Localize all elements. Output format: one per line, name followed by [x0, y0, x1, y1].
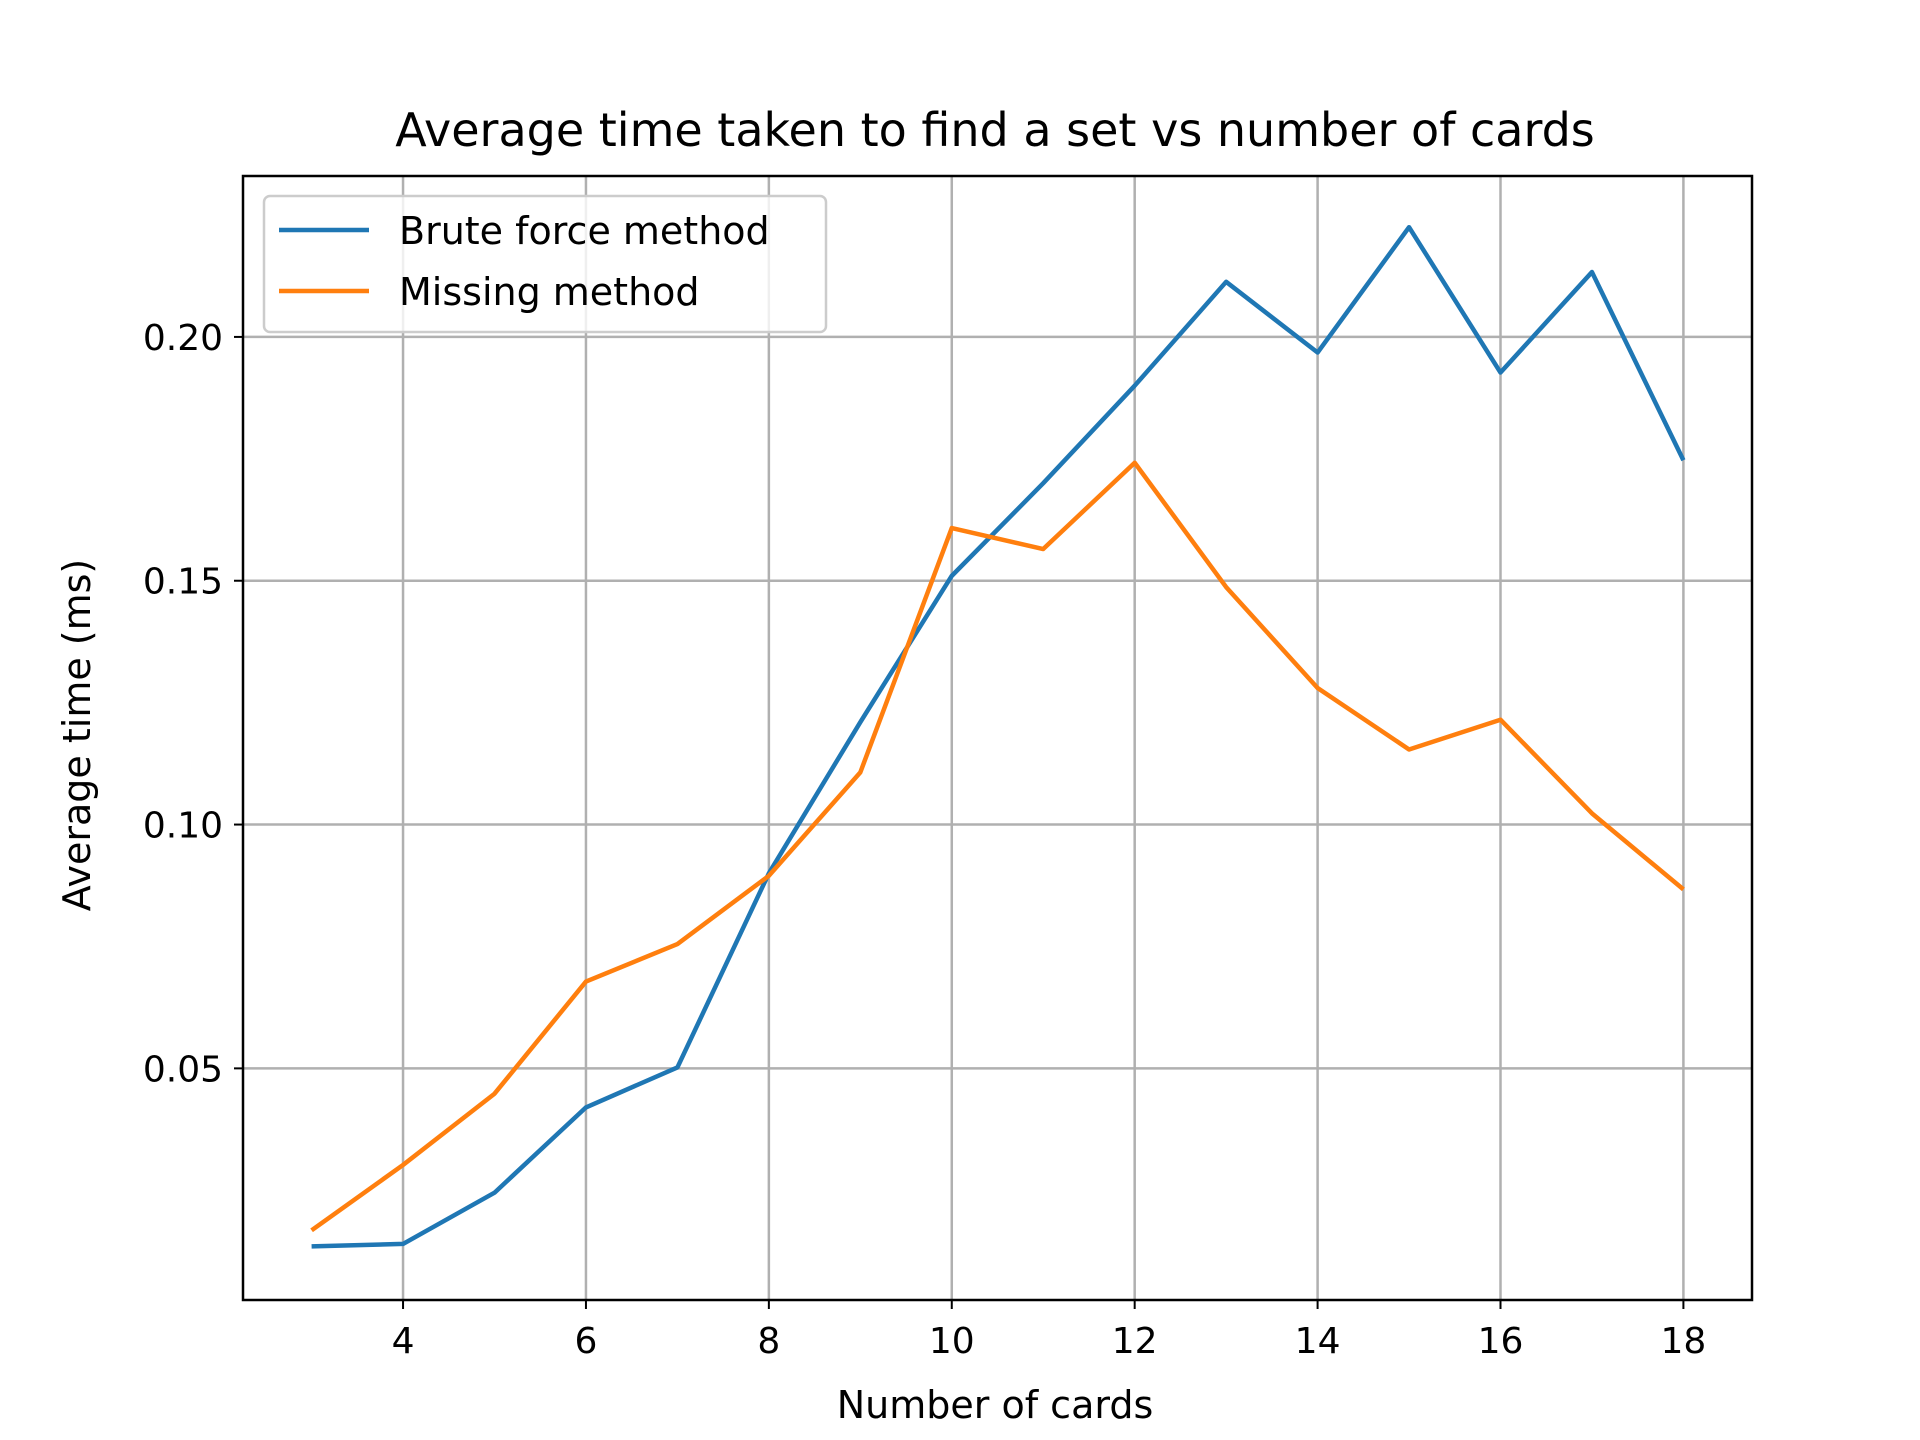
y-tick-label: 0.20	[143, 318, 223, 359]
x-tick-label: 6	[575, 1321, 598, 1362]
grid	[243, 176, 1752, 1300]
legend-box	[262, 194, 828, 334]
series-line-missing	[310, 460, 1685, 1233]
y-tick-label: 0.10	[143, 806, 223, 847]
series-line-brute-force	[311, 224, 1686, 1249]
legend-label-brute-force: Brute force method	[399, 209, 770, 253]
x-tick-label: 16	[1478, 1321, 1524, 1362]
x-axis-label: Number of cards	[837, 1383, 1154, 1427]
plot-frame	[241, 174, 1754, 1302]
y-axis-label: Average time (ms)	[55, 559, 99, 912]
x-tick-label: 12	[1112, 1321, 1158, 1362]
legend: Brute force method Missing method	[262, 194, 828, 334]
legend-label-missing: Missing method	[399, 270, 700, 314]
x-tick-label: 18	[1661, 1321, 1707, 1362]
x-tick-label: 10	[929, 1321, 975, 1362]
y-tick-label: 0.15	[143, 562, 223, 603]
chart-title: Average time taken to find a set vs numb…	[395, 103, 1595, 157]
x-tick-label: 14	[1295, 1321, 1341, 1362]
axis-ticks: 4 6 8 10 12 14 16 18 0.05 0.10 0.15 0.20	[143, 318, 1706, 1362]
x-tick-label: 8	[757, 1321, 780, 1362]
y-tick-label: 0.05	[143, 1049, 223, 1090]
series-lines	[310, 224, 1686, 1249]
x-tick-label: 4	[392, 1321, 415, 1362]
